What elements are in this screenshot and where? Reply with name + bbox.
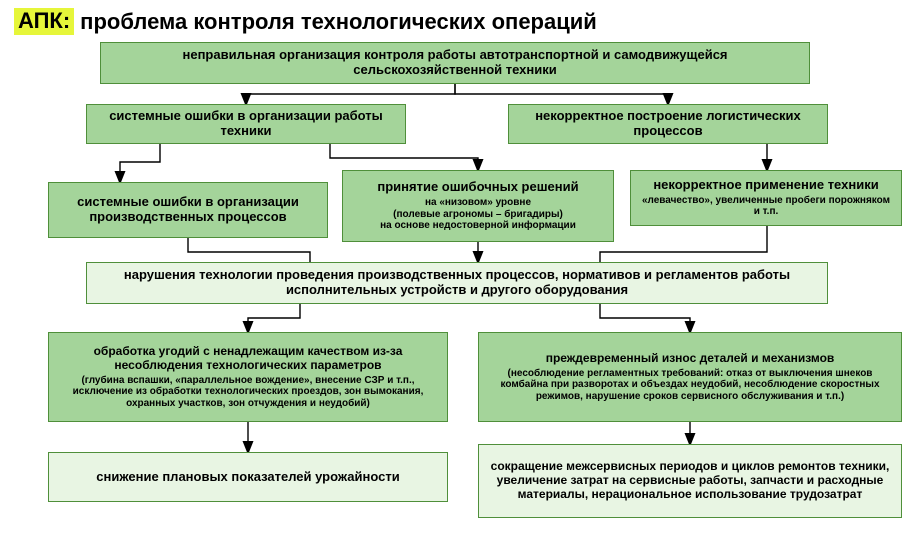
flowchart-node-n1: неправильная организация контроля работы… [100,42,810,84]
flowchart-node-n5: принятие ошибочных решенийна «низовом» у… [342,170,614,242]
flowchart-node-n10: снижение плановых показателей урожайност… [48,452,448,502]
flowchart-node-n4: системные ошибки в организации производс… [48,182,328,238]
page-title: АПК: проблема контроля технологических о… [14,8,597,35]
flowchart-node-n6: некорректное применение техники«левачест… [630,170,902,226]
flowchart-node-n7: нарушения технологии проведения производ… [86,262,828,304]
flowchart-node-n9: преждевременный износ деталей и механизм… [478,332,902,422]
flowchart-node-n2: системные ошибки в организации работы те… [86,104,406,144]
flowchart-node-n8: обработка угодий с ненадлежащим качество… [48,332,448,422]
title-highlight: АПК: [14,8,74,35]
flowchart-node-n11: сокращение межсервисных периодов и цикло… [478,444,902,518]
title-rest: проблема контроля технологических операц… [80,9,597,35]
flowchart-node-n3: некорректное построение логистических пр… [508,104,828,144]
